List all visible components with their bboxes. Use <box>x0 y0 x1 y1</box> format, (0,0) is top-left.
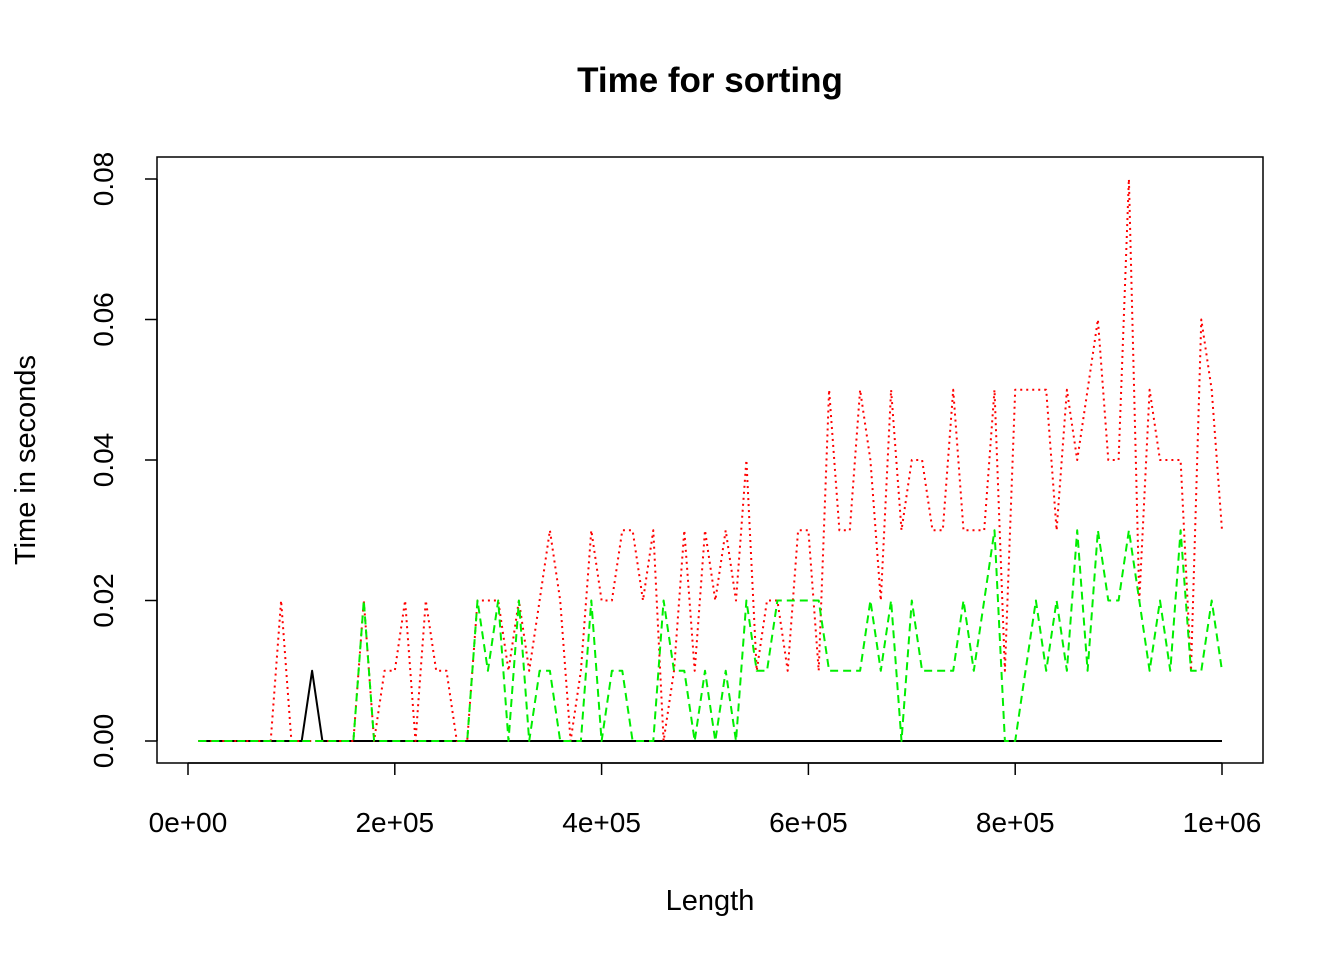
chart-title: Time for sorting <box>577 61 843 100</box>
x-tick-label: 2e+05 <box>355 807 434 838</box>
x-axis: 0e+00 2e+05 4e+05 6e+05 8e+05 1e+06 <box>149 762 1262 838</box>
y-tick-label: 0.08 <box>88 152 119 207</box>
y-tick-label: 0.04 <box>88 433 119 488</box>
y-axis-label: Time in seconds <box>10 355 42 565</box>
series-layer <box>198 178 1223 742</box>
x-tick-label: 6e+05 <box>769 807 848 838</box>
x-tick-label: 1e+06 <box>1183 807 1262 838</box>
x-tick-label: 8e+05 <box>976 807 1055 838</box>
y-axis: 0.00 0.02 0.04 0.06 0.08 <box>88 152 158 769</box>
plot-frame <box>156 156 1264 764</box>
x-tick-label: 0e+00 <box>149 807 228 838</box>
y-tick-label: 0.00 <box>88 714 119 769</box>
series-line-1 <box>198 669 1222 742</box>
x-axis-label: Length <box>666 885 755 917</box>
y-tick-label: 0.02 <box>88 573 119 628</box>
series-line-2 <box>198 178 1223 742</box>
series-line-3 <box>198 529 1223 742</box>
x-tick-label: 4e+05 <box>562 807 641 838</box>
y-tick-label: 0.06 <box>88 292 119 347</box>
